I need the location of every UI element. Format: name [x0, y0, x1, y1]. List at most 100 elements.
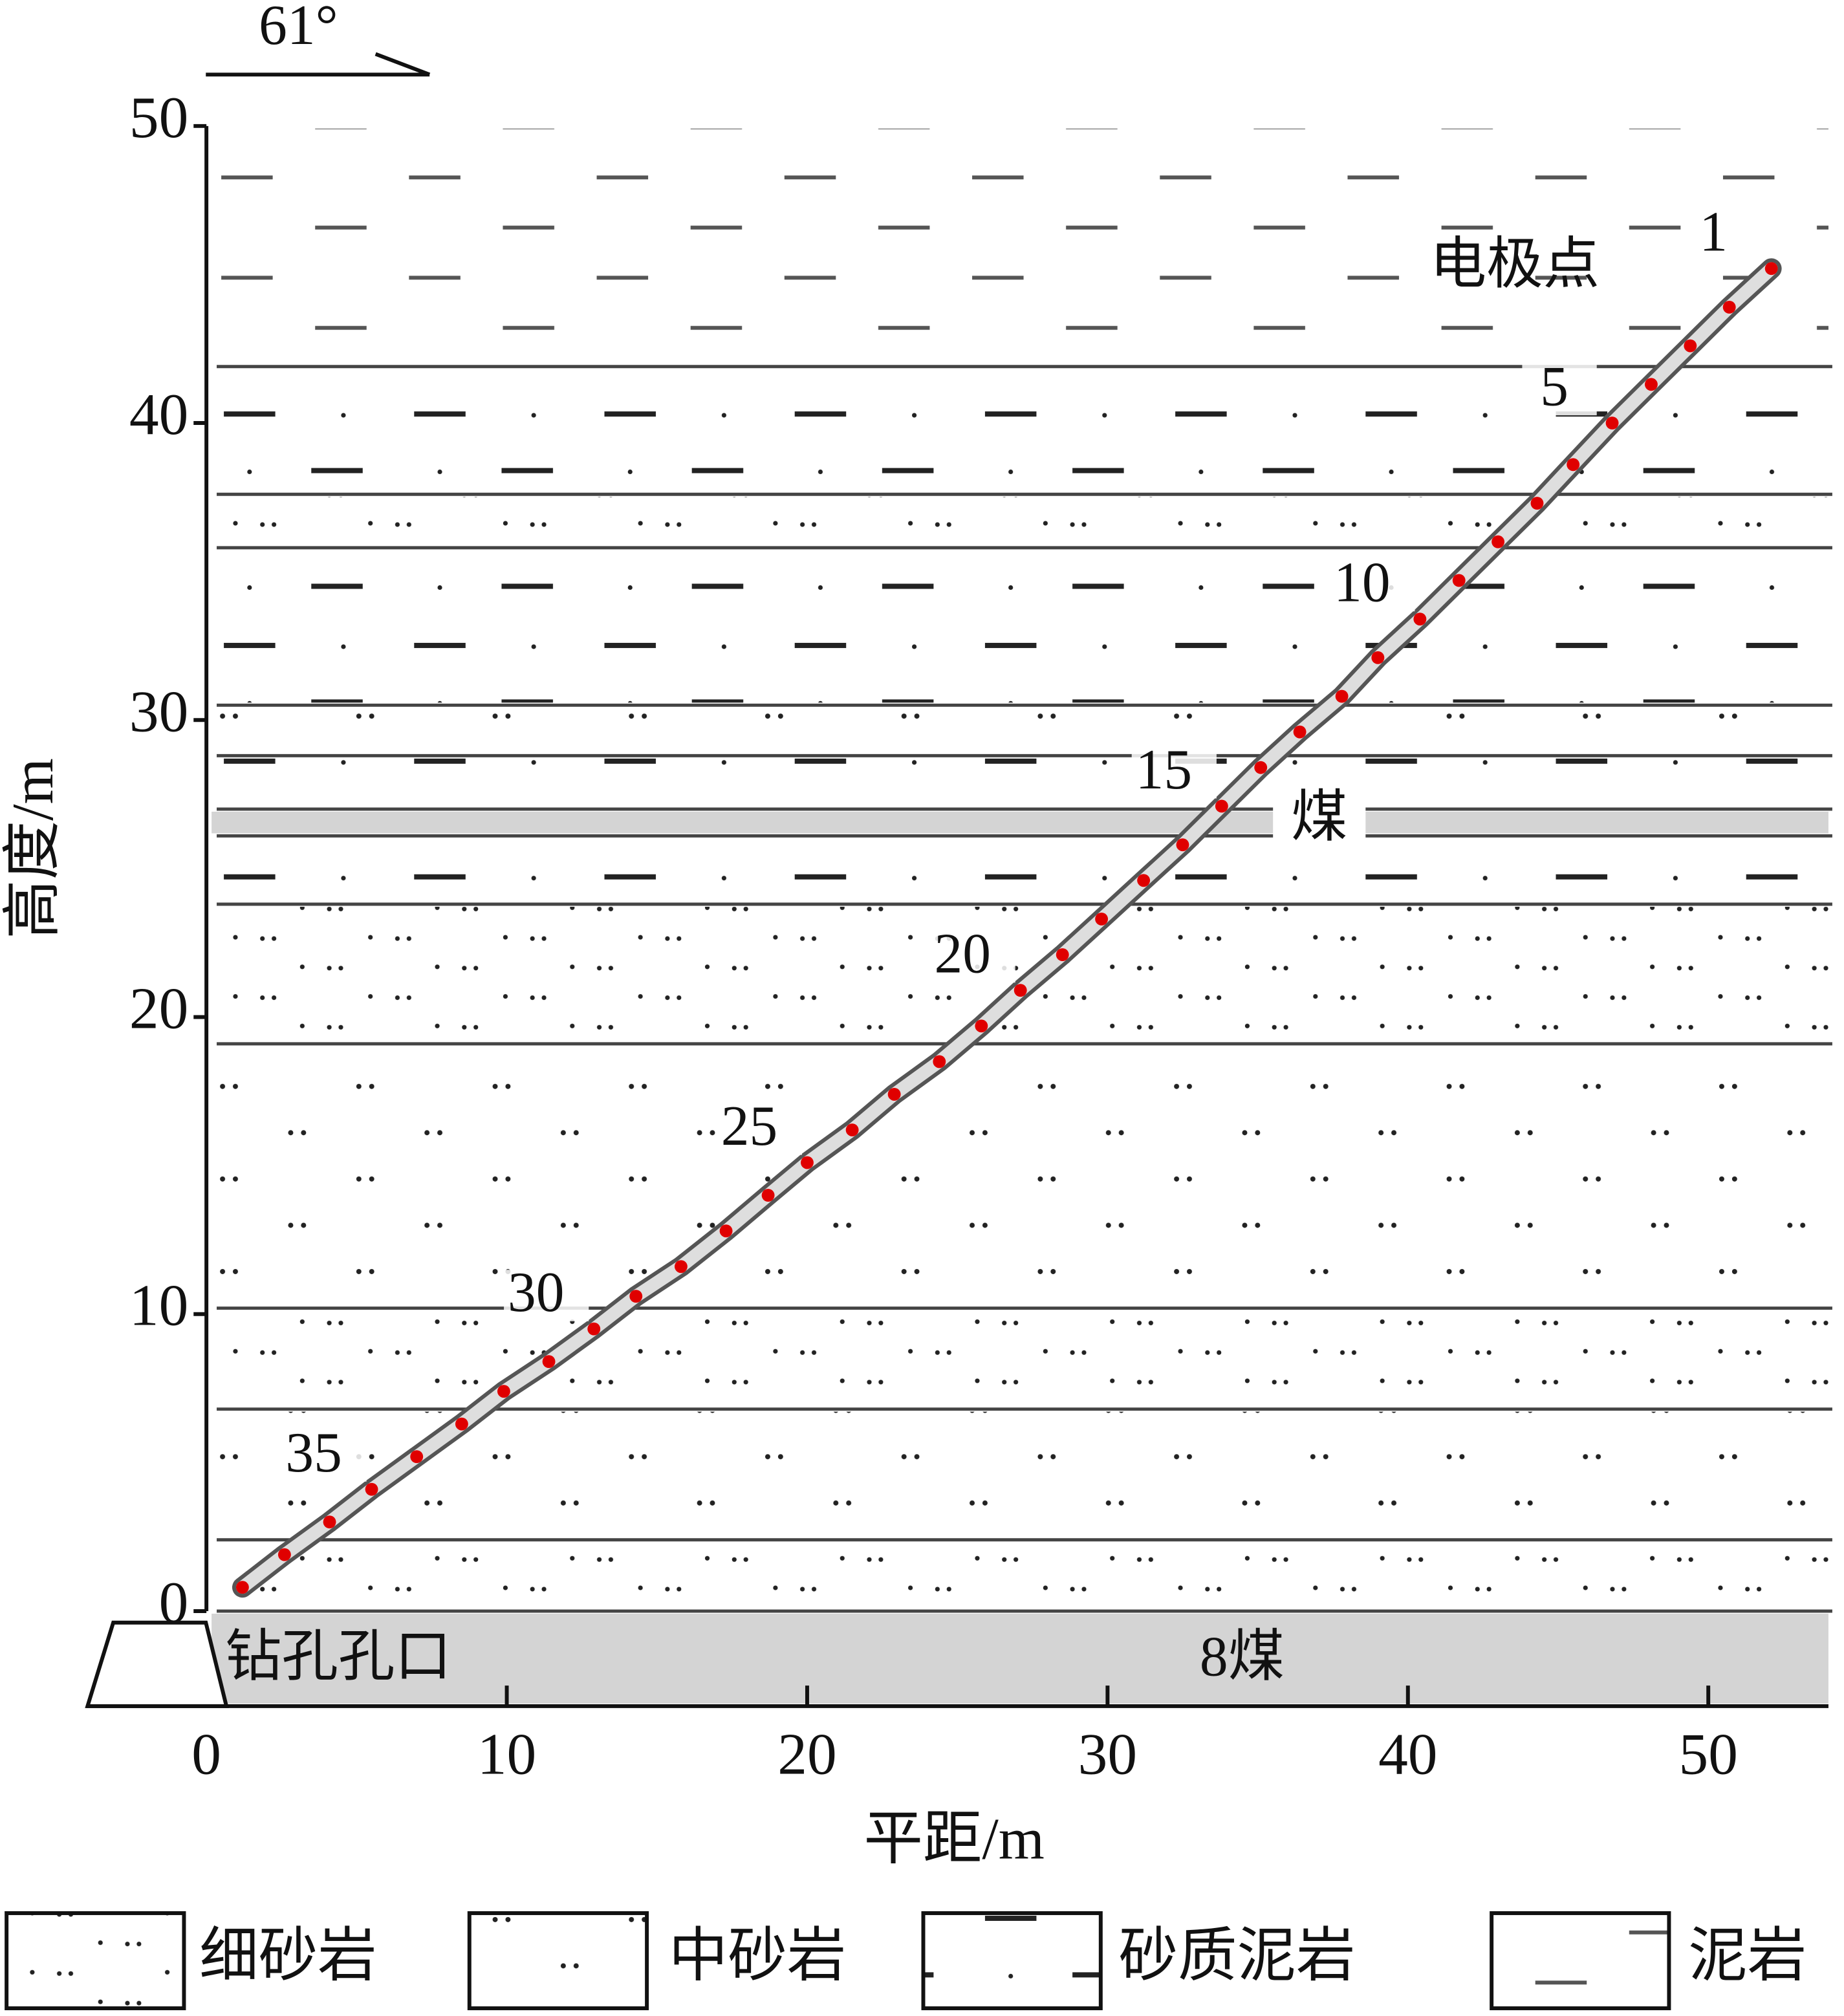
electrode-number: 20 [935, 922, 991, 985]
electrode-label: 电极点 [1430, 233, 1600, 296]
electrode [1413, 612, 1427, 626]
electrode [497, 1385, 510, 1398]
electrode [1293, 725, 1307, 739]
x-axis-label: 平距/m [863, 1806, 1044, 1872]
legend-label: 泥岩 [1688, 1923, 1806, 1988]
y-tick-label: 50 [129, 85, 188, 150]
y-axis-label: 高度/m [0, 758, 65, 938]
electrode-number: 25 [721, 1094, 777, 1157]
electrode [1452, 574, 1466, 587]
y-tick-label: 20 [129, 976, 188, 1041]
legend-label: 细砂岩 [199, 1923, 376, 1988]
electrode-number: 10 [1334, 551, 1390, 614]
layer [212, 1046, 1828, 1306]
legend-label: 砂质泥岩 [1119, 1923, 1356, 1988]
y-tick-label: 10 [129, 1273, 188, 1338]
electrode [1567, 458, 1580, 471]
electrode-number: 35 [285, 1421, 342, 1484]
electrode [887, 1087, 901, 1101]
electrode-label-bg [281, 1430, 367, 1482]
electrode [801, 1156, 814, 1169]
electrode [629, 1290, 643, 1303]
layer [212, 758, 1828, 807]
layer [212, 906, 1828, 1041]
electrode-label-bg [1131, 747, 1217, 799]
electrode-number: 1 [1699, 201, 1728, 263]
x-tick-label: 30 [1078, 1721, 1137, 1786]
y-tick-label: 40 [129, 382, 188, 447]
electrode [1684, 339, 1697, 352]
coal-label: 煤 [1291, 785, 1347, 848]
x-tick-label: 0 [191, 1721, 221, 1786]
electrode [1645, 378, 1658, 391]
legend: 细砂岩 中砂岩 砂质泥岩 泥岩 [5, 1911, 1806, 2011]
layer [212, 1613, 1828, 1704]
legend-swatch [5, 1911, 186, 2011]
electrode [1764, 262, 1778, 276]
layer [212, 1411, 1828, 1537]
electrode [365, 1482, 378, 1496]
electrode [1722, 301, 1736, 314]
electrode [1254, 761, 1268, 774]
electrode [235, 1581, 249, 1594]
electrode [1056, 948, 1069, 962]
collar-label: 钻孔孔口 [225, 1625, 451, 1687]
legend-label: 中砂岩 [669, 1923, 846, 1988]
x-tick-label: 10 [477, 1721, 536, 1786]
electrode-number: 30 [508, 1261, 564, 1323]
x-tick-label: 20 [777, 1721, 836, 1786]
electrode [1491, 535, 1505, 548]
x-tick-label: 40 [1378, 1721, 1437, 1786]
electrode [1335, 689, 1349, 703]
electrode-label-bg [1681, 209, 1756, 261]
electrode [410, 1450, 424, 1464]
drill-rig [85, 1620, 229, 1708]
layer [212, 128, 1828, 364]
electrode [761, 1189, 775, 1202]
angle-label: 61° [259, 0, 338, 56]
electrode [1530, 497, 1544, 510]
electrode [455, 1417, 468, 1431]
electrode [1095, 913, 1109, 926]
electrode [1371, 651, 1385, 664]
electrode [719, 1224, 733, 1238]
electrode [323, 1515, 336, 1529]
electrode [933, 1055, 946, 1068]
y-tick-label: 30 [129, 678, 188, 744]
x-tick-label: 50 [1678, 1721, 1737, 1786]
electrode [674, 1260, 688, 1274]
legend-swatch [467, 1911, 649, 2011]
electrode-label-bg [504, 1270, 589, 1321]
electrode [587, 1322, 601, 1336]
electrode-label-bg [1522, 363, 1597, 416]
electrode-number: 5 [1540, 354, 1568, 417]
layer [212, 550, 1828, 703]
legend-swatch [921, 1911, 1103, 2011]
electrode-label-bg [717, 1103, 803, 1155]
electrode [845, 1123, 859, 1136]
electrode [1176, 838, 1189, 852]
electrode-label-bg [1330, 559, 1415, 612]
legend-swatch [1490, 1911, 1671, 2011]
coal8-label: 8煤 [1200, 1625, 1285, 1687]
electrode [1215, 799, 1228, 813]
electrode-number: 15 [1136, 738, 1192, 801]
layer [212, 708, 1828, 753]
angle-arrow-head [374, 52, 431, 77]
layer [212, 812, 1828, 834]
layer [212, 1542, 1828, 1609]
electrode [975, 1019, 988, 1033]
layer [212, 497, 1828, 545]
electrode [277, 1548, 291, 1561]
layer [212, 838, 1828, 902]
electrode [542, 1355, 556, 1369]
electrode-label-bg [930, 931, 1015, 983]
electrode [1137, 874, 1151, 887]
electrode [1605, 417, 1619, 429]
coal-label-bg [1273, 789, 1366, 856]
electrode [1014, 984, 1027, 997]
borehole-inner [235, 262, 1778, 1594]
layer [212, 1310, 1828, 1407]
